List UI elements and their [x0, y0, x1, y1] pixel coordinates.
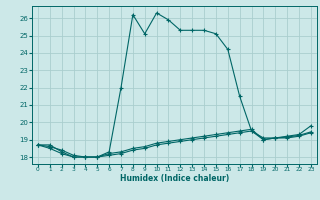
X-axis label: Humidex (Indice chaleur): Humidex (Indice chaleur): [120, 174, 229, 183]
